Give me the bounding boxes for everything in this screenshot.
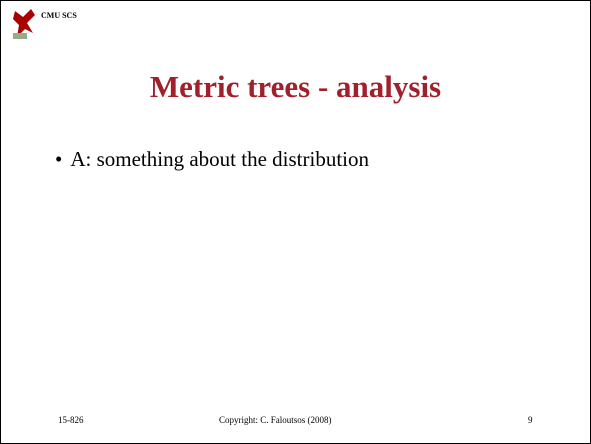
footer-course: 15-826	[58, 415, 84, 425]
logo-base	[13, 33, 27, 39]
bullet: • A: something about the distribution	[55, 147, 369, 172]
logo	[13, 9, 35, 39]
header-org: CMU SCS	[41, 11, 77, 20]
logo-shape	[13, 9, 35, 37]
footer-page: 9	[528, 415, 533, 425]
slide-title: Metric trees - analysis	[149, 69, 442, 104]
footer-copyright: Copyright: C. Faloutsos (2008)	[219, 415, 332, 425]
bullet-dot: •	[55, 147, 63, 171]
bullet-text: A: something about the distribution	[70, 147, 370, 171]
